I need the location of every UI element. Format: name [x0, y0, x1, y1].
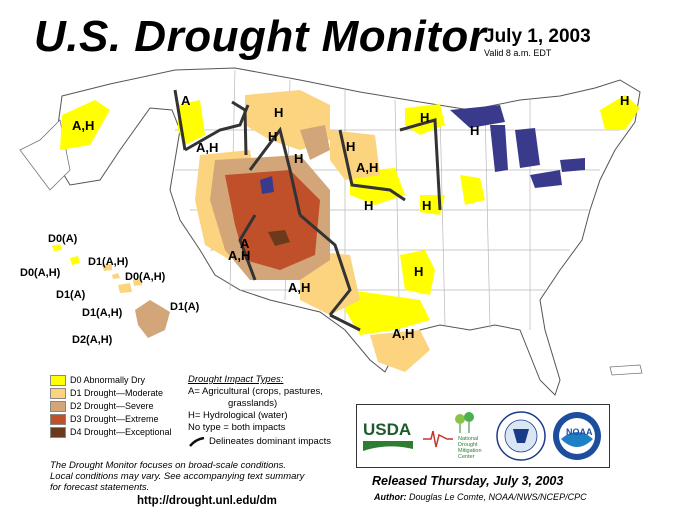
hawaii-label: D1(A,H): [88, 256, 129, 268]
map-label: H: [620, 93, 629, 108]
map-label: H: [470, 123, 479, 138]
hawaii-label: D0(A,H): [125, 271, 166, 283]
map-label: H: [294, 151, 303, 166]
author-credit: Author: Douglas Le Comte, NOAA/NWS/NCEP/…: [374, 492, 587, 502]
map-label: A,H: [228, 248, 250, 263]
doc-seal-logo: [496, 411, 546, 461]
puerto-rico: [609, 364, 643, 376]
map-label: A: [181, 93, 191, 108]
map-label: A,H: [392, 326, 414, 341]
impact-delineates: Delineates dominant impacts: [188, 436, 331, 448]
svg-text:National: National: [458, 436, 478, 442]
legend-item-d1: D1 Drought—Moderate: [50, 387, 172, 399]
map-label: A,H: [72, 118, 94, 133]
ndmc-logo: National Drought Mitigation Center: [423, 412, 482, 460]
usda-logo: USDA: [363, 420, 413, 451]
disclaimer-note: The Drought Monitor focuses on broad-sca…: [50, 460, 304, 493]
impact-types: Drought Impact Types: A= Agricultural (c…: [188, 374, 331, 448]
legend-label: D2 Drought—Severe: [70, 401, 154, 411]
agency-logos: USDA National Drought Mitigation Center …: [356, 404, 610, 468]
legend-item-d4: D4 Drought—Exceptional: [50, 426, 172, 438]
hawaii-label: D2(A,H): [72, 334, 113, 346]
svg-text:USDA: USDA: [363, 420, 411, 439]
note-line: for forecast statements.: [50, 482, 150, 493]
legend-swatch: [50, 426, 66, 438]
legend-item-d0: D0 Abnormally Dry: [50, 374, 172, 386]
hawaii-islands: [52, 244, 170, 338]
impact-line: A= Agricultural (crops, pastures,: [188, 386, 323, 397]
map-label: H: [422, 198, 431, 213]
note-line: Local conditions may vary. See accompany…: [50, 471, 305, 482]
legend-label: D4 Drought—Exceptional: [70, 427, 172, 437]
us-outline: [54, 67, 641, 396]
hawaii-label: D0(A): [48, 233, 78, 245]
hawaii-label: D1(A): [56, 289, 86, 301]
legend-label: D3 Drought—Extreme: [70, 414, 159, 424]
note-line: The Drought Monitor focuses on broad-sca…: [50, 460, 287, 471]
map-label: H: [364, 198, 373, 213]
impact-line: grasslands): [228, 398, 278, 409]
impact-heading: Drought Impact Types:: [188, 374, 284, 385]
author-name: Douglas Le Comte, NOAA/NWS/NCEP/CPC: [409, 492, 587, 502]
boundary-line-icon: [189, 437, 205, 447]
legend-swatch: [50, 413, 66, 425]
hawaii-label: D1(A,H): [82, 307, 123, 319]
legend-label: D0 Abnormally Dry: [70, 375, 146, 385]
svg-text:Drought: Drought: [458, 442, 478, 448]
legend: D0 Abnormally Dry D1 Drought—Moderate D2…: [50, 374, 172, 439]
impact-boundaries: [173, 89, 442, 332]
noaa-logo: NOAA: [553, 412, 601, 460]
hawaii-label: D1(A): [170, 301, 200, 313]
legend-label: D1 Drought—Moderate: [70, 388, 164, 398]
page-title: U.S. Drought Monitor: [34, 12, 487, 61]
valid-time: Valid 8 a.m. EDT: [484, 48, 552, 58]
release-date: Released Thursday, July 3, 2003: [372, 474, 564, 488]
delineates-label: Delineates dominant impacts: [209, 436, 331, 447]
map-label: A,H: [356, 160, 378, 175]
map-label: H: [414, 264, 423, 279]
map-label: H: [420, 110, 429, 125]
svg-text:NOAA: NOAA: [566, 427, 593, 437]
map-label: H: [268, 129, 277, 144]
legend-item-d3: D3 Drought—Extreme: [50, 413, 172, 425]
legend-swatch: [50, 400, 66, 412]
map-label: A,H: [196, 140, 218, 155]
map-impact-labels: A,H A A,H H H H A,H H H H H H A A,H A,H …: [72, 93, 629, 341]
hawaii-labels: D0(A) D0(A,H) D1(A,H) D0(A,H) D1(A) D1(A…: [20, 233, 200, 346]
author-label: Author:: [374, 492, 407, 502]
map-label: H: [346, 139, 355, 154]
website-link[interactable]: http://drought.unl.edu/dm: [137, 495, 277, 507]
legend-swatch: [50, 387, 66, 399]
impact-line: No type = both impacts: [188, 422, 286, 433]
map-label: H: [274, 105, 283, 120]
legend-item-d2: D2 Drought—Severe: [50, 400, 172, 412]
drought-areas: [60, 90, 640, 372]
hawaii-label: D0(A,H): [20, 267, 61, 279]
legend-swatch: [50, 374, 66, 386]
impact-line: H= Hydrological (water): [188, 410, 288, 421]
svg-text:Mitigation: Mitigation: [458, 448, 482, 454]
map-date: July 1, 2003: [484, 26, 591, 47]
map-label: A,H: [288, 280, 310, 295]
svg-text:Center: Center: [458, 454, 475, 460]
map-label: A: [240, 236, 250, 251]
